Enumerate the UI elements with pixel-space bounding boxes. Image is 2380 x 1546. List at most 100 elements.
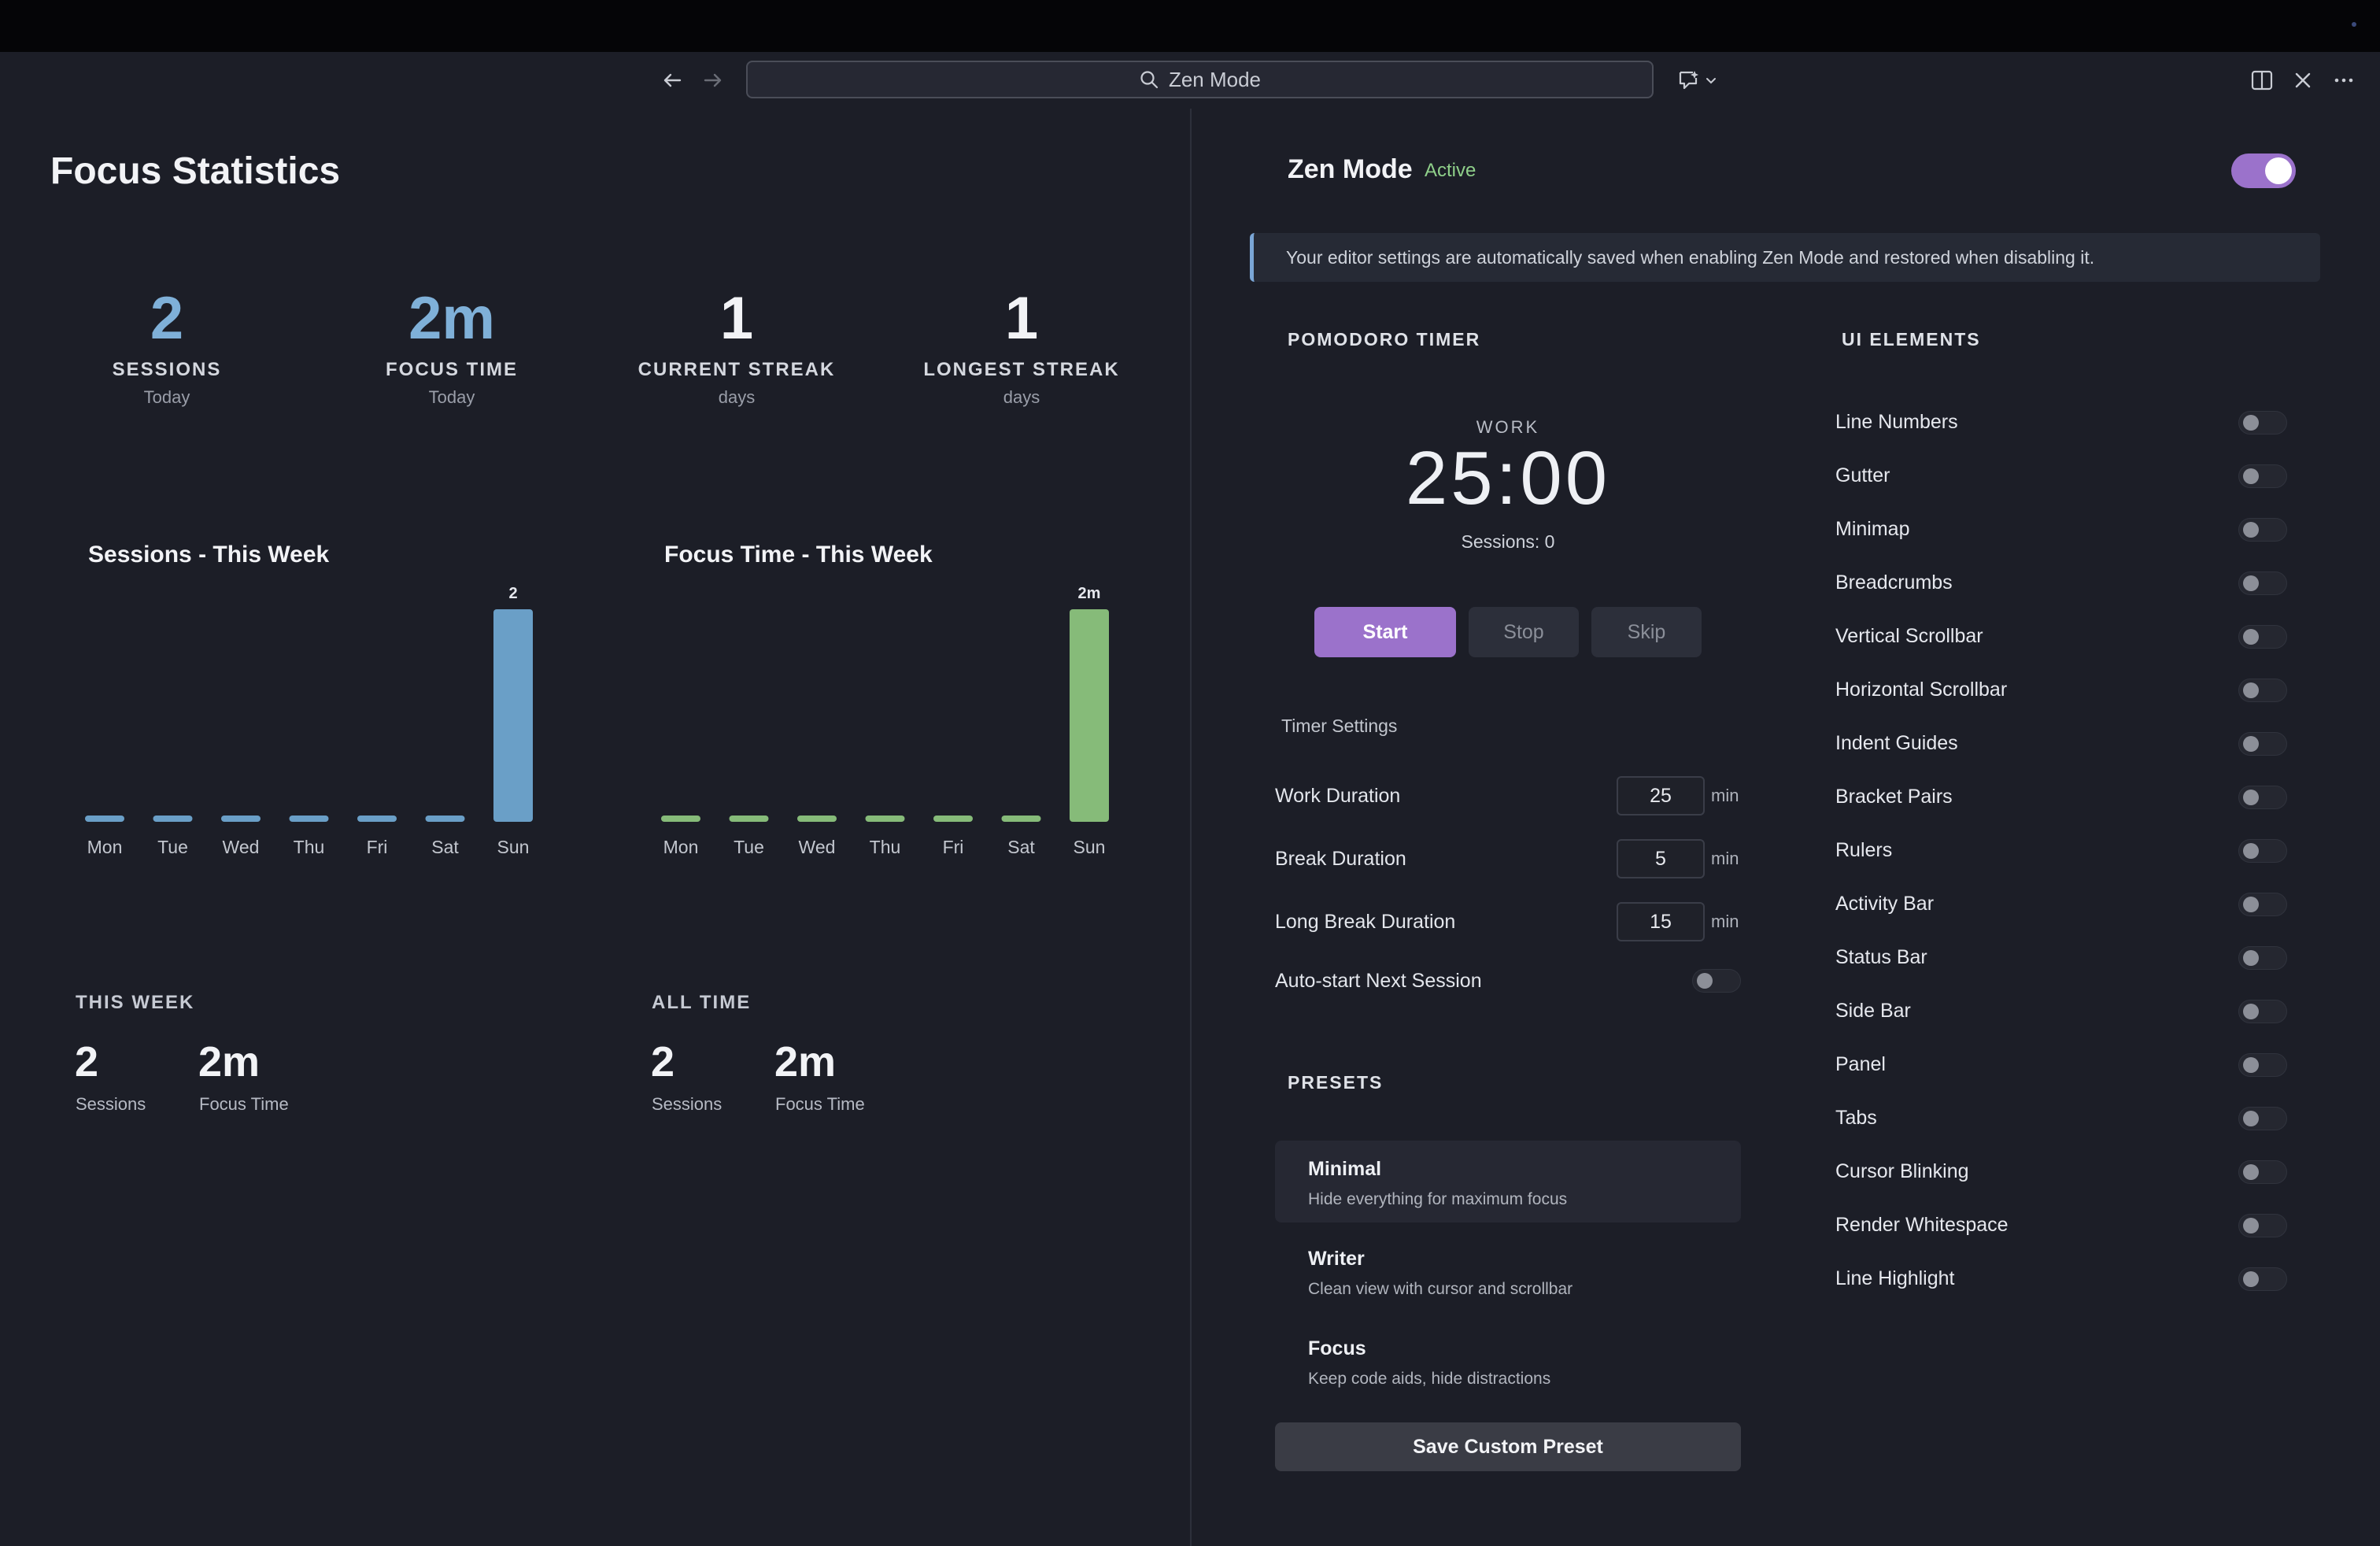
status-dot xyxy=(2352,22,2356,27)
sessions-chart-title: Sessions - This Week xyxy=(88,542,330,568)
sessions-bar-chart: Mon Tue Wed Thu Fri Sat Sun 2 xyxy=(85,585,533,857)
long-break-duration-input[interactable]: 15 xyxy=(1617,902,1705,941)
bar-tue xyxy=(729,816,769,822)
search-icon xyxy=(1140,71,1159,89)
forward-button[interactable] xyxy=(696,63,730,98)
bracket-pairs-toggle[interactable] xyxy=(2238,786,2287,809)
stop-button[interactable]: Stop xyxy=(1469,607,1579,657)
all-time-focus-label: Focus Time xyxy=(775,1094,865,1114)
all-time-sessions-label: Sessions xyxy=(652,1094,722,1114)
activity-bar-toggle[interactable] xyxy=(2238,893,2287,916)
autostart-label: Auto-start Next Session xyxy=(1275,970,1482,992)
split-view-button[interactable] xyxy=(2245,63,2279,98)
arrow-left-icon xyxy=(663,73,682,87)
preset-name: Focus xyxy=(1308,1337,1366,1359)
bar-sat xyxy=(1001,816,1041,822)
bar-sat xyxy=(425,816,465,822)
tabs-toggle[interactable] xyxy=(2238,1107,2287,1130)
presets-heading: PRESETS xyxy=(1288,1072,1384,1093)
focus-chart-title: Focus Time - This Week xyxy=(664,542,933,568)
line-highlight-toggle[interactable] xyxy=(2238,1267,2287,1291)
preset-description: Clean view with cursor and scrollbar xyxy=(1308,1280,1573,1298)
toggle-knob xyxy=(2243,790,2259,805)
bar-fri xyxy=(357,816,397,822)
gutter-toggle[interactable] xyxy=(2238,464,2287,488)
stat-label: FOCUS TIME xyxy=(386,359,518,380)
work-duration-input[interactable]: 25 xyxy=(1617,776,1705,816)
ui-item-activity-bar-label: Activity Bar xyxy=(1835,893,1935,915)
preset-minimal[interactable]: Minimal Hide everything for maximum focu… xyxy=(1275,1141,1741,1222)
rulers-toggle[interactable] xyxy=(2238,839,2287,863)
stat-label: SESSIONS xyxy=(112,359,222,380)
ui-item-bracket-pairs-label: Bracket Pairs xyxy=(1835,786,1953,808)
long-break-duration-unit: min xyxy=(1711,912,1739,931)
horizontal-scrollbar-toggle[interactable] xyxy=(2238,679,2287,702)
panel-toggle[interactable] xyxy=(2238,1053,2287,1077)
preset-name: Minimal xyxy=(1308,1158,1382,1180)
x-tick-label: Mon xyxy=(87,837,123,857)
preset-description: Hide everything for maximum focus xyxy=(1308,1190,1568,1208)
timer-mode-label: WORK xyxy=(1476,417,1540,437)
more-actions-button[interactable] xyxy=(2326,63,2361,98)
chat-dropdown-button[interactable] xyxy=(1670,63,1725,98)
save-custom-preset-button[interactable]: Save Custom Preset xyxy=(1275,1422,1741,1471)
arrow-right-icon xyxy=(704,73,722,87)
toggle-knob xyxy=(2243,897,2259,912)
work-duration-label: Work Duration xyxy=(1275,785,1401,807)
window-top-strip xyxy=(0,0,2380,52)
command-search-input[interactable]: Zen Mode xyxy=(746,61,1654,98)
more-horizontal-icon xyxy=(2334,78,2353,83)
ui-item-panel-label: Panel xyxy=(1835,1053,1886,1075)
bar-sun xyxy=(493,609,533,822)
zen-status-badge: Active xyxy=(1425,160,1476,181)
ui-item-side-bar-label: Side Bar xyxy=(1835,1000,1911,1022)
focus-time-bar-chart: Mon Tue Wed Thu Fri Sat Sun 2m xyxy=(661,585,1109,857)
break-duration-input[interactable]: 5 xyxy=(1617,839,1705,878)
timer-display: 25:00 xyxy=(1405,436,1611,520)
break-duration-unit: min xyxy=(1711,849,1739,868)
ui-item-tabs-label: Tabs xyxy=(1835,1107,1877,1129)
x-tick-label: Sat xyxy=(1007,837,1035,857)
start-button[interactable]: Start xyxy=(1314,607,1456,657)
x-tick-label: Wed xyxy=(799,837,836,857)
stat-sub: days xyxy=(718,387,756,407)
vertical-scrollbar-toggle[interactable] xyxy=(2238,625,2287,649)
timer-session-count: Sessions: 0 xyxy=(1461,531,1555,552)
status-bar-toggle[interactable] xyxy=(2238,946,2287,970)
minimap-toggle[interactable] xyxy=(2238,518,2287,542)
search-text: Zen Mode xyxy=(1168,67,1262,91)
close-button[interactable] xyxy=(2286,63,2320,98)
stat-focus-time: 2m FOCUS TIME Today xyxy=(334,283,570,408)
side-bar-toggle[interactable] xyxy=(2238,1000,2287,1023)
autostart-toggle[interactable] xyxy=(1692,969,1741,993)
bar-mon xyxy=(85,816,124,822)
render-whitespace-toggle[interactable] xyxy=(2238,1214,2287,1237)
bar-thu xyxy=(865,816,905,822)
skip-button[interactable]: Skip xyxy=(1591,607,1702,657)
stat-label: CURRENT STREAK xyxy=(638,359,836,380)
pomodoro-heading: POMODORO TIMER xyxy=(1288,329,1481,350)
stat-label: LONGEST STREAK xyxy=(923,359,1120,380)
stat-value: 1 xyxy=(1004,285,1039,352)
back-button[interactable] xyxy=(655,63,689,98)
chevron-down-icon xyxy=(1706,78,1716,84)
breadcrumbs-toggle[interactable] xyxy=(2238,571,2287,595)
ui-item-line-numbers-label: Line Numbers xyxy=(1835,411,1958,433)
preset-focus[interactable]: Focus Keep code aids, hide distractions xyxy=(1275,1320,1741,1402)
all-time-focus-value: 2m xyxy=(774,1038,837,1086)
page-title: Focus Statistics xyxy=(50,150,341,192)
this-week-focus-value: 2m xyxy=(198,1038,261,1086)
stat-value: 2m xyxy=(408,285,495,352)
toggle-knob xyxy=(2243,522,2259,538)
x-tick-label: Thu xyxy=(294,837,325,857)
indent-guides-toggle[interactable] xyxy=(2238,732,2287,756)
ui-elements-heading: UI ELEMENTS xyxy=(1842,329,1981,350)
x-tick-label: Wed xyxy=(223,837,260,857)
preset-writer[interactable]: Writer Clean view with cursor and scroll… xyxy=(1275,1230,1741,1312)
zen-mode-toggle[interactable] xyxy=(2231,153,2296,188)
line-numbers-toggle[interactable] xyxy=(2238,411,2287,435)
toggle-knob xyxy=(2243,1004,2259,1019)
cursor-blinking-toggle[interactable] xyxy=(2238,1160,2287,1184)
x-tick-label: Sat xyxy=(431,837,459,857)
ui-item-line-highlight-label: Line Highlight xyxy=(1835,1267,1955,1289)
